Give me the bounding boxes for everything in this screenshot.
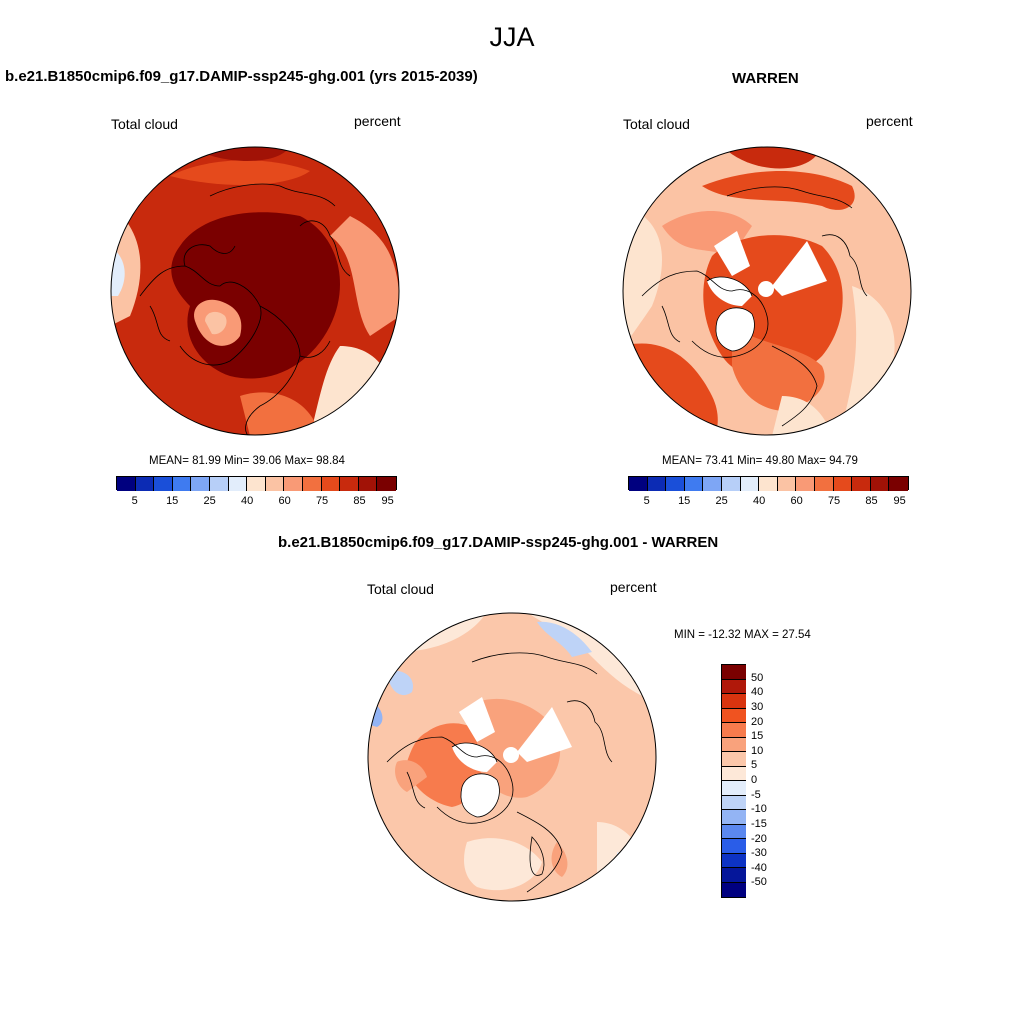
colorbar-cell [796,477,815,491]
colorbar-cell [722,708,746,723]
colorbar-cell [722,752,746,767]
colorbar-tick-label: 30 [751,700,764,713]
colorbar-cell [340,477,359,491]
colorbar-cell [722,839,746,854]
model-polar-map [110,146,400,436]
colorbar-cell [722,665,746,680]
obs-variable-label: Total cloud [623,116,690,132]
colorbar-cell [358,477,378,491]
model-variable-label: Total cloud [111,116,178,132]
colorbar-tick-label: -20 [751,832,767,845]
diff-units-label: percent [610,579,657,595]
colorbar-cell [852,477,871,491]
colorbar-tick-label: 40 [753,495,766,507]
colorbar-cell [303,477,322,491]
colorbar-tick-label: 85 [353,495,366,507]
colorbar-cell [647,477,667,491]
colorbar-tick-label: -40 [751,861,767,874]
obs-colorbar [628,476,909,491]
colorbar-cell [629,477,648,491]
colorbar-cell [722,694,746,709]
colorbar-cell [722,737,746,752]
colorbar-cell [870,477,890,491]
colorbar-cell [191,477,210,491]
colorbar-tick-label: 60 [790,495,803,507]
diff-variable-label: Total cloud [367,581,434,597]
colorbar-cell [722,853,746,868]
colorbar-tick-label: 5 [751,759,758,772]
colorbar-tick-label: 50 [751,671,764,684]
colorbar-cell [703,477,722,491]
colorbar-cell [135,477,155,491]
model-colorbar [116,476,397,491]
colorbar-tick-label: -30 [751,847,767,860]
obs-colorbar-ticks: 5 15 25 40 60 75 85 95 [628,495,909,509]
colorbar-cell [722,477,741,491]
colorbar-cell [666,477,685,491]
colorbar-tick-label: 85 [865,495,878,507]
colorbar-tick-label: -50 [751,876,767,889]
model-units-label: percent [354,113,401,129]
diff-panel-title: b.e21.B1850cmip6.f09_g17.DAMIP-ssp245-gh… [278,534,719,551]
colorbar-tick-label: 25 [715,495,728,507]
colorbar-cell [228,477,248,491]
colorbar-tick-label: -5 [751,788,761,801]
diff-colorbar [721,664,746,898]
colorbar-tick-label: 95 [381,495,394,507]
model-panel-title: b.e21.B1850cmip6.f09_g17.DAMIP-ssp245-gh… [5,68,478,85]
colorbar-cell [247,477,266,491]
colorbar-tick-label: 10 [751,744,764,757]
colorbar-tick-label: 15 [166,495,179,507]
colorbar-tick-label: 15 [678,495,691,507]
colorbar-cell [117,477,136,491]
colorbar-tick-label: 0 [751,774,758,786]
colorbar-cell [815,477,834,491]
colorbar-tick-label: 60 [278,495,291,507]
colorbar-tick-label: 5 [643,495,650,507]
obs-stats: MEAN= 73.41 Min= 49.80 Max= 94.79 [662,455,858,467]
colorbar-cell [722,824,746,839]
colorbar-tick-label: -10 [751,803,767,816]
colorbar-tick-label: -15 [751,817,767,830]
colorbar-cell [377,477,396,491]
colorbar-tick-label: 75 [315,495,329,507]
colorbar-cell [154,477,173,491]
colorbar-tick-label: 25 [203,495,216,507]
colorbar-cell [172,477,192,491]
obs-units-label: percent [866,113,913,129]
colorbar-cell [321,477,341,491]
colorbar-tick-label: 15 [751,730,764,743]
colorbar-cell [722,795,746,810]
colorbar-cell [759,477,778,491]
colorbar-tick-label: 20 [751,715,764,728]
colorbar-cell [210,477,229,491]
model-stats: MEAN= 81.99 Min= 39.06 Max= 98.84 [149,455,345,467]
obs-panel-title: WARREN [732,70,799,87]
colorbar-cell [722,723,746,738]
colorbar-cell [722,766,746,781]
colorbar-cell [265,477,285,491]
colorbar-cell [740,477,760,491]
colorbar-cell [722,810,746,825]
colorbar-cell [722,882,746,897]
page-title: JJA [489,22,535,52]
colorbar-cell [684,477,704,491]
colorbar-cell [722,868,746,883]
colorbar-tick-label: 95 [893,495,906,507]
colorbar-tick-label: 75 [827,495,841,507]
colorbar-cell [889,477,908,491]
colorbar-cell [777,477,797,491]
colorbar-cell [284,477,303,491]
diff-colorbar-ticks: 50 40 30 20 15 10 5 0 -5 -10 -15 -20 -30 -40 -50 [721,664,801,898]
diff-polar-map [367,612,657,902]
obs-polar-map [622,146,912,436]
colorbar-tick-label: 5 [131,495,138,507]
colorbar-cell [722,679,746,694]
colorbar-tick-label: 40 [751,686,764,699]
model-colorbar-ticks: 5 15 25 40 60 75 85 95 [116,495,397,509]
colorbar-cell [833,477,853,491]
diff-stats: MIN = -12.32 MAX = 27.54 [674,629,811,641]
colorbar-tick-label: 40 [241,495,254,507]
colorbar-cell [722,781,746,796]
